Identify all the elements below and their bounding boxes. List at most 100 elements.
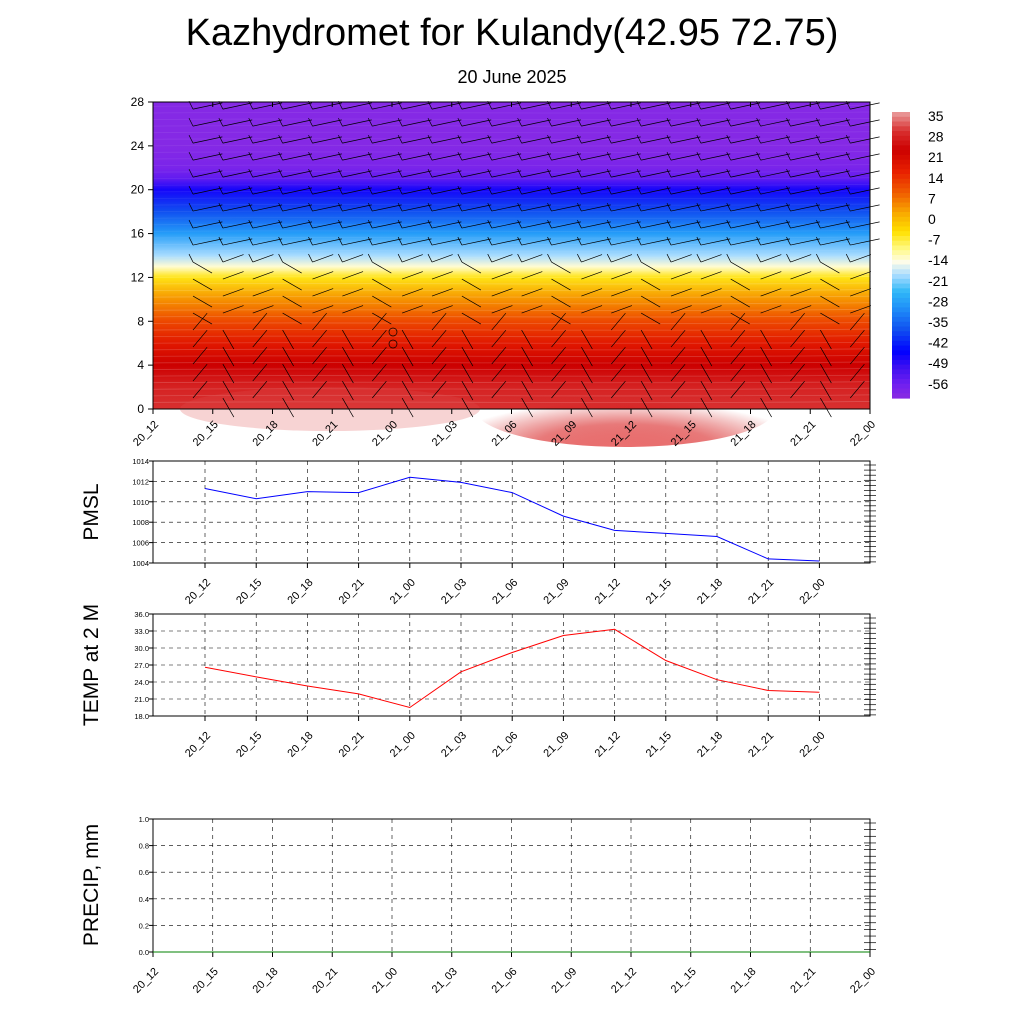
wind-barb-shaft (790, 136, 820, 144)
wind-barb-flag (666, 253, 672, 263)
x-tick-label: 21_06 (490, 966, 520, 996)
wind-barb-shaft (252, 136, 283, 144)
wind-barb-shaft (521, 254, 543, 263)
wind-barb-shaft (342, 329, 354, 350)
colorbar-band (892, 207, 910, 213)
wind-barb-shaft (581, 329, 593, 350)
wind-barb-shaft (222, 170, 253, 178)
colorbar-band (892, 336, 910, 342)
page-subtitle: 20 June 2025 (457, 67, 567, 87)
wind-barb-shaft (670, 136, 701, 144)
wind-barb-flag (786, 253, 791, 263)
wind-barb-flag (367, 253, 373, 263)
wind-barb-shaft (342, 119, 372, 127)
wind-barb-flag (636, 219, 642, 229)
colorbar-band (892, 316, 910, 323)
wind-barb-shaft (581, 271, 603, 280)
wind-barb-flag (278, 219, 283, 229)
wind-barb-shaft (491, 329, 507, 348)
wind-barb-shaft (282, 312, 302, 325)
wind-barb-flag (606, 253, 612, 263)
wind-barb-shaft (820, 380, 832, 401)
wind-barb-shaft (521, 238, 552, 246)
heatmap-x-tick-label: 20_15 (191, 419, 221, 449)
wind-barb-shaft (641, 204, 671, 212)
colorbar-label: -21 (928, 273, 948, 289)
wind-barb-shaft (252, 329, 268, 348)
wind-barb-shaft (790, 153, 820, 161)
x-tick-label: 21_12 (593, 577, 623, 607)
wind-barb-shaft (611, 221, 641, 229)
wind-barb-shaft (192, 278, 213, 291)
wind-barb-flag (606, 134, 612, 144)
x-tick-label: 21_06 (490, 730, 520, 760)
y-tick-label: 1012 (132, 477, 149, 486)
wind-barb-shaft (192, 346, 208, 365)
wind-barb-flag (726, 168, 732, 178)
wind-barb-shaft (790, 380, 805, 399)
wind-barb-flag (517, 185, 522, 195)
wind-barb-shaft (730, 221, 761, 229)
colorbar-band (892, 197, 910, 204)
wind-barb-shaft (790, 119, 820, 127)
wind-barb-shaft (282, 136, 313, 144)
wind-barb-shaft (670, 288, 692, 297)
wind-barb-shaft (222, 221, 253, 229)
wind-barb-shaft (431, 136, 462, 144)
wind-barb-flag (636, 151, 642, 161)
wind-barb-shaft (760, 329, 772, 350)
contour-line (152, 348, 871, 351)
wind-barb-shaft (521, 153, 552, 161)
wind-barb-shaft (760, 221, 791, 229)
y-tick-label: 27.0 (134, 661, 149, 670)
wind-barb-shaft (282, 170, 313, 178)
wind-barb-shaft (849, 363, 865, 382)
wind-barb-shaft (192, 295, 213, 308)
wind-barb-shaft (670, 119, 701, 127)
wind-barb-shaft (850, 271, 872, 280)
wind-barb-flag (188, 134, 194, 144)
wind-barb-shaft (850, 136, 880, 144)
contour-line (152, 368, 871, 371)
colorbar-band (892, 121, 910, 127)
wind-barb-flag (547, 219, 552, 229)
x-tick-label: 22_00 (797, 730, 827, 760)
wind-barb-flag (487, 168, 493, 178)
wind-barb-shaft (640, 312, 661, 325)
wind-barb-shaft (461, 187, 492, 195)
wind-barb-flag (816, 151, 821, 161)
x-tick-label: 20_15 (191, 966, 221, 996)
x-tick-label: 20_21 (337, 730, 367, 760)
wind-barb-shaft (222, 329, 235, 350)
wind-barb-shaft (252, 187, 283, 195)
y-tick-label: 0.4 (139, 895, 149, 904)
wind-barb-shaft (192, 312, 208, 331)
colorbar-band (892, 369, 910, 375)
wind-barb-shaft (581, 102, 611, 110)
contour-line (152, 216, 871, 219)
wind-barb-flag (547, 134, 552, 144)
wind-barb-flag (308, 236, 313, 246)
wind-barb-flag (636, 236, 642, 246)
precip-panel: 1.0 0.8 0.6 0.4 0.2 0.0 20_12 20_15 20_18 20_21 21… (80, 815, 878, 996)
y-tick-label: 1006 (132, 539, 149, 548)
wind-barb-shaft (670, 346, 686, 365)
colorbar-band (892, 350, 910, 356)
wind-barb-flag (248, 185, 254, 195)
wind-barb-flag (786, 168, 791, 178)
wind-barb-flag (816, 219, 821, 229)
wind-barb-shaft (252, 221, 283, 229)
wind-barb-shaft (192, 204, 223, 212)
wind-barb-shaft (372, 312, 392, 325)
wind-barb-shaft (222, 380, 235, 401)
wind-barb-shaft (192, 221, 223, 229)
contour-line (152, 249, 871, 252)
wind-barb-flag (487, 117, 493, 127)
wind-barb-shaft (700, 363, 713, 384)
wind-barb-flag (696, 219, 702, 229)
wind-barb-shaft (282, 278, 302, 291)
wind-barb-flag (218, 151, 224, 161)
x-tick-label: 21_09 (541, 577, 571, 607)
wind-barb-flag (606, 219, 612, 229)
wind-barb-shaft (252, 204, 283, 212)
